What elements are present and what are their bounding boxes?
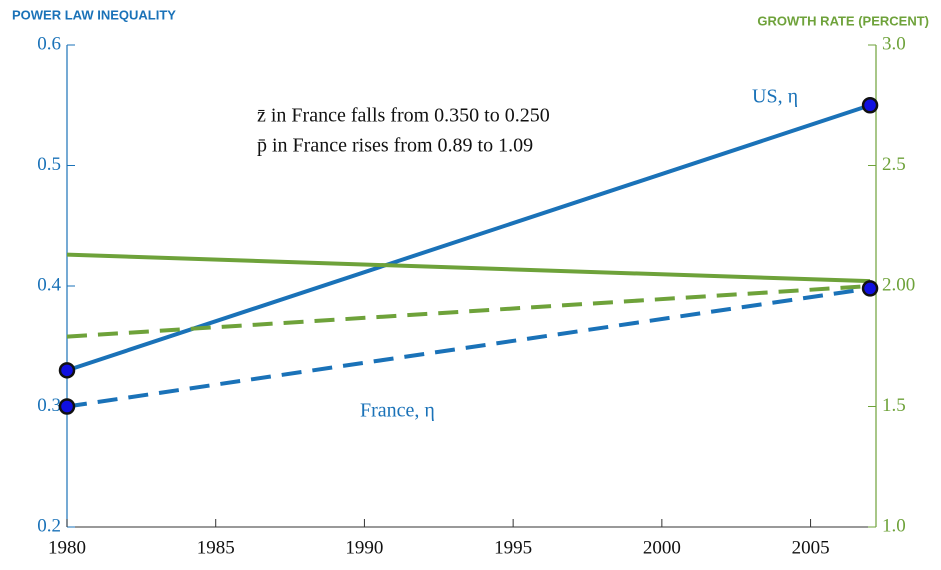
y-tick-label: 0.3 [37, 395, 61, 416]
y-tick-label: 0.6 [37, 33, 61, 54]
y2-tick-label: 2.00 [882, 274, 915, 295]
y-tick-label: 0.4 [37, 274, 61, 295]
y2-tick-label: 1.0 [882, 515, 906, 536]
annotation: z̄ in France falls from 0.350 to 0.250 [257, 105, 550, 127]
series-line [66, 286, 871, 409]
x-tick-label: 1985 [197, 537, 235, 558]
series-line [66, 284, 871, 339]
marker [861, 280, 879, 297]
y-tick-label: 0.2 [37, 515, 61, 536]
series-line [66, 252, 871, 284]
y2-axis-title: GROWTH RATE (PERCENT) [757, 13, 929, 28]
x-tick-label: 1980 [48, 537, 86, 558]
annotation: US, η [752, 86, 798, 108]
x-tick-label: 2000 [643, 537, 681, 558]
x-tick-label: 1990 [345, 537, 383, 558]
marker [861, 97, 879, 114]
annotation: p̄ in France rises from 0.89 to 1.09 [257, 135, 533, 157]
marker [58, 398, 76, 415]
x-tick-label: 2005 [792, 537, 830, 558]
series-line [66, 103, 871, 373]
y-axis-title: POWER LAW INEQUALITY [12, 7, 176, 22]
annotation: France, η [360, 400, 435, 422]
y2-tick-label: 1.5 [882, 395, 906, 416]
y2-tick-label: 2.5 [882, 154, 906, 175]
y-tick-label: 0.5 [37, 154, 61, 175]
marker [58, 362, 76, 379]
y2-tick-label: 3.0 [882, 33, 906, 54]
x-tick-label: 1995 [494, 537, 532, 558]
